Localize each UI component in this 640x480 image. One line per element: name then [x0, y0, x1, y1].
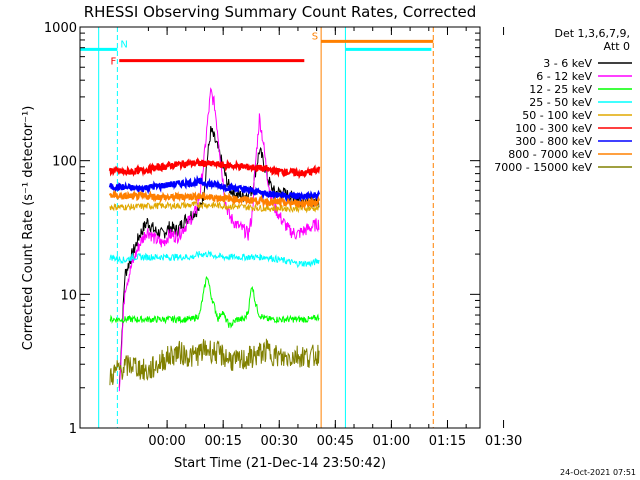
y-tick-label: 100 — [52, 155, 77, 170]
x-tick-label: 01:30 — [485, 434, 522, 449]
legend-label: 100 - 300 keV — [515, 122, 592, 135]
x-tick-label: 00:00 — [148, 434, 185, 449]
x-tick-label: 00:15 — [204, 434, 241, 449]
legend-label: 7000 - 15000 keV — [494, 161, 592, 174]
flag-label: N — [120, 39, 127, 50]
flag-label: F — [110, 57, 116, 68]
legend-label: 300 - 800 keV — [515, 135, 592, 148]
legend-label: 3 - 6 keV — [543, 57, 592, 70]
series-line-9 — [109, 338, 320, 386]
legend-label: 50 - 100 keV — [522, 109, 592, 122]
series-line-4 — [109, 249, 320, 269]
series-line-2 — [118, 87, 320, 392]
y-tick-label: 1000 — [44, 21, 77, 36]
legend-label: 25 - 50 keV — [529, 96, 592, 109]
x-tick-label: 00:45 — [317, 434, 354, 449]
legend-title-line-2: Att 0 — [604, 40, 630, 53]
y-tick-label: 10 — [60, 288, 77, 303]
x-tick-label: 01:00 — [373, 434, 410, 449]
series-line-6 — [108, 157, 321, 180]
legend-title-line-1: Det 1,3,6,7,9, — [554, 27, 630, 40]
footer-timestamp: 24-Oct-2021 07:51 — [560, 468, 636, 477]
legend-label: 12 - 25 keV — [529, 83, 592, 96]
y-tick-label: 1 — [69, 422, 77, 437]
y-axis-ticks: 1 10 100 1000 — [44, 21, 480, 437]
legend-label: 6 - 12 keV — [536, 70, 592, 83]
x-tick-label: 00:30 — [261, 434, 298, 449]
series-line-3 — [109, 275, 320, 329]
flag-label: S — [312, 31, 318, 42]
x-tick-label: 01:15 — [429, 434, 466, 449]
plot-content — [80, 27, 434, 428]
y-axis-label: Corrected Count Rate (s⁻¹ detector⁻¹) — [21, 106, 36, 351]
series-line-7 — [108, 174, 321, 203]
plot-frame — [79, 26, 481, 429]
series-line-5 — [109, 200, 320, 214]
plot-area: NF S — [79, 26, 481, 429]
chart-title: RHESSI Observing Summary Count Rates, Co… — [84, 3, 477, 21]
series-line-8 — [108, 189, 321, 211]
legend-label: 800 - 7000 keV — [508, 148, 592, 161]
x-axis-label: Start Time (21-Dec-14 23:50:42) — [174, 456, 386, 471]
x-axis-ticks: 00:00 00:15 00:30 00:45 01:00 01:15 01:30 — [147, 27, 522, 449]
